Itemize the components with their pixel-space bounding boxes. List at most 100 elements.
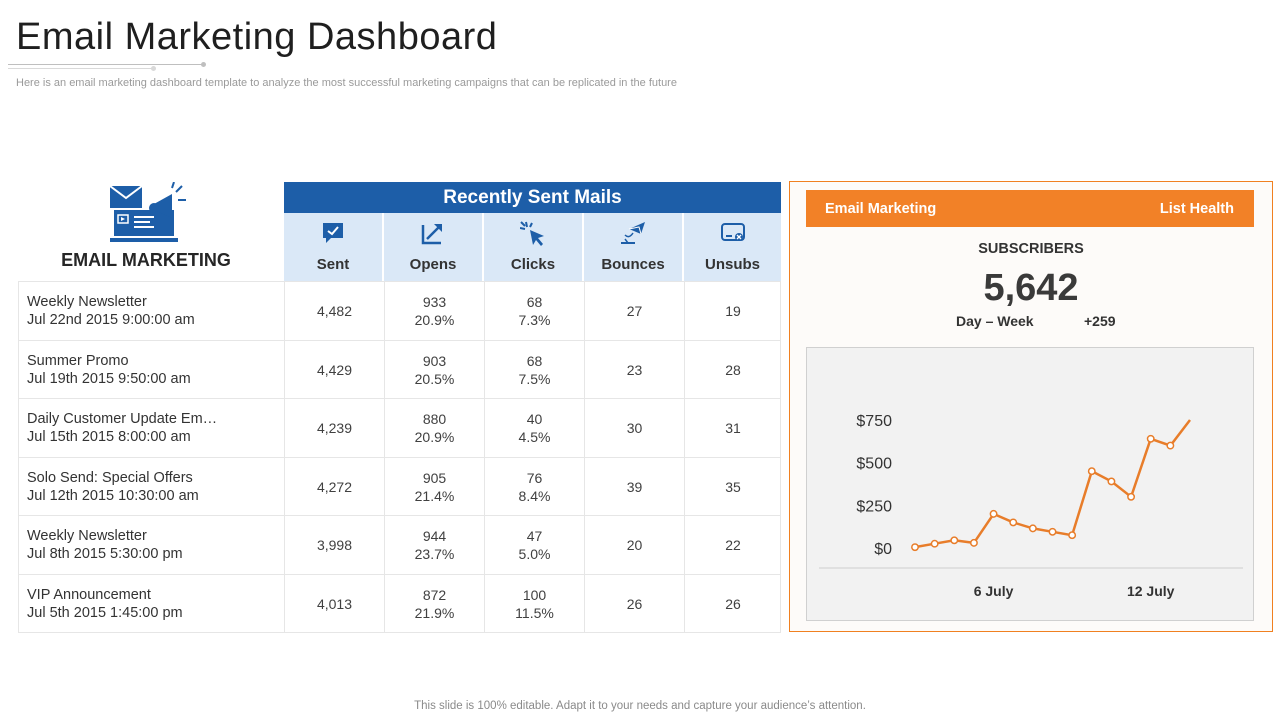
data-point	[989, 509, 998, 518]
bounces-value: 23	[626, 362, 643, 378]
opens-pct: 21.4%	[414, 488, 455, 504]
table-bottom-border	[18, 632, 781, 633]
bounces-value: 26	[626, 596, 643, 612]
clicks-cell: 47 5.0%	[484, 516, 584, 574]
y-tick-label: $750	[856, 413, 892, 430]
data-point	[1127, 492, 1136, 501]
table-row[interactable]: Summer Promo Jul 19th 2015 9:50:00 am 4,…	[18, 340, 781, 399]
col-head-opens: Opens	[384, 213, 484, 281]
opens-pct: 20.9%	[414, 312, 455, 328]
unsubs-value: 28	[725, 362, 741, 378]
x-tick-label: 6 July	[974, 583, 1014, 599]
clicks-cell: 76 8.4%	[484, 458, 584, 516]
clicks-pct: 8.4%	[518, 488, 551, 504]
unsubs-cell: 28	[684, 341, 781, 399]
clicks-value: 40	[526, 411, 543, 427]
campaign-name: Summer Promo	[27, 353, 129, 369]
email-marketing-label: EMAIL MARKETING	[61, 250, 231, 270]
campaign-cell: Weekly Newsletter Jul 8th 2015 5:30:00 p…	[18, 516, 284, 574]
campaign-cell: Solo Send: Special Offers Jul 12th 2015 …	[18, 458, 284, 516]
table-row[interactable]: Solo Send: Special Offers Jul 12th 2015 …	[18, 457, 781, 516]
opens-value: 880	[422, 411, 447, 427]
sent-value: 4,239	[316, 420, 353, 436]
clicks-value: 68	[526, 294, 543, 310]
subscribers-chart: $0 $250 $500 $750 6 July 12 July	[806, 347, 1254, 621]
recently-sent-mails-header: Recently Sent Mails	[284, 182, 781, 213]
bounces-cell: 30	[584, 399, 684, 457]
unsubscribe-icon	[720, 223, 745, 241]
unsubs-value: 31	[725, 420, 741, 436]
unsubs-value: 26	[725, 596, 741, 612]
col-label-unsubs: Unsubs	[704, 256, 760, 273]
bounces-cell: 39	[584, 458, 684, 516]
data-point	[930, 539, 939, 548]
clicks-value: 100	[522, 587, 547, 603]
line-chart-svg: $0 $250 $500 $750 6 July 12 July	[819, 413, 1243, 599]
clicks-pct: 11.5%	[515, 605, 554, 621]
page-title: Email Marketing Dashboard	[16, 16, 498, 58]
sent-cell: 4,482	[284, 282, 384, 340]
email-marketing-logo-block: EMAIL MARKETING	[18, 180, 284, 281]
opens-cell: 872 21.9%	[384, 575, 484, 633]
clicks-cell: 100 11.5%	[484, 575, 584, 633]
campaign-cell: Weekly Newsletter Jul 22nd 2015 9:00:00 …	[18, 282, 284, 340]
unsubs-cell: 22	[684, 516, 781, 574]
y-tick-label: $0	[874, 541, 892, 558]
period-label: Day – Week	[956, 313, 1034, 329]
bounces-cell: 27	[584, 282, 684, 340]
unsubs-cell: 19	[684, 282, 781, 340]
clicks-pct: 5.0%	[518, 546, 551, 562]
campaign-name: Weekly Newsletter	[27, 528, 147, 544]
y-tick-label: $500	[856, 456, 892, 473]
col-head-bounces: Bounces	[584, 213, 684, 281]
title-divider	[8, 62, 206, 67]
opens-pct: 23.7%	[414, 546, 455, 562]
unsubs-value: 35	[725, 479, 741, 495]
bounces-cell: 23	[584, 341, 684, 399]
col-label-bounces: Bounces	[601, 256, 665, 273]
unsubs-cell: 35	[684, 458, 781, 516]
table-row[interactable]: VIP Announcement Jul 5th 2015 1:45:00 pm…	[18, 574, 781, 633]
campaign-cell: Summer Promo Jul 19th 2015 9:50:00 am	[18, 341, 284, 399]
sent-cell: 4,239	[284, 399, 384, 457]
data-point	[969, 538, 978, 547]
bounces-cell: 26	[584, 575, 684, 633]
opens-cell: 903 20.5%	[384, 341, 484, 399]
open-arrow-icon	[421, 224, 442, 245]
bounces-value: 30	[626, 420, 643, 436]
col-head-unsubs: Unsubs	[684, 213, 781, 281]
sent-value: 4,429	[316, 362, 353, 378]
data-point	[1068, 531, 1077, 540]
unsubs-value: 22	[725, 537, 741, 553]
y-tick-label: $250	[856, 498, 892, 515]
data-point	[950, 536, 959, 545]
data-point	[911, 543, 919, 552]
table-row[interactable]: Weekly Newsletter Jul 8th 2015 5:30:00 p…	[18, 515, 781, 574]
campaign-date: Jul 8th 2015 5:30:00 pm	[27, 546, 183, 562]
unsubs-cell: 26	[684, 575, 781, 633]
opens-pct: 20.9%	[414, 429, 455, 445]
opens-value: 903	[422, 353, 447, 369]
clicks-value: 76	[526, 470, 543, 486]
list-health-panel: Email Marketing List Health SUBSCRIBERS …	[789, 181, 1273, 632]
data-point	[1009, 518, 1018, 527]
bounces-value: 20	[626, 537, 643, 553]
campaign-date: Jul 12th 2015 10:30:00 am	[27, 488, 199, 504]
table-row[interactable]: Daily Customer Update Em… Jul 15th 2015 …	[18, 398, 781, 457]
opens-cell: 944 23.7%	[384, 516, 484, 574]
sent-value: 3,998	[316, 537, 353, 553]
opens-value: 944	[422, 528, 447, 544]
page-subtitle: Here is an email marketing dashboard tem…	[16, 77, 677, 89]
table-row[interactable]: Weekly Newsletter Jul 22nd 2015 9:00:00 …	[18, 281, 781, 340]
clicks-pct: 4.5%	[518, 429, 551, 445]
clicks-cell: 68 7.3%	[484, 282, 584, 340]
panel-header-left: Email Marketing	[825, 201, 937, 217]
opens-value: 905	[422, 470, 447, 486]
opens-cell: 905 21.4%	[384, 458, 484, 516]
clicks-value: 47	[526, 528, 543, 544]
title-divider-secondary	[8, 66, 156, 71]
subscribers-label: SUBSCRIBERS	[978, 241, 1084, 257]
opens-cell: 933 20.9%	[384, 282, 484, 340]
unsubs-value: 19	[725, 303, 741, 319]
campaign-name: Solo Send: Special Offers	[27, 470, 193, 486]
